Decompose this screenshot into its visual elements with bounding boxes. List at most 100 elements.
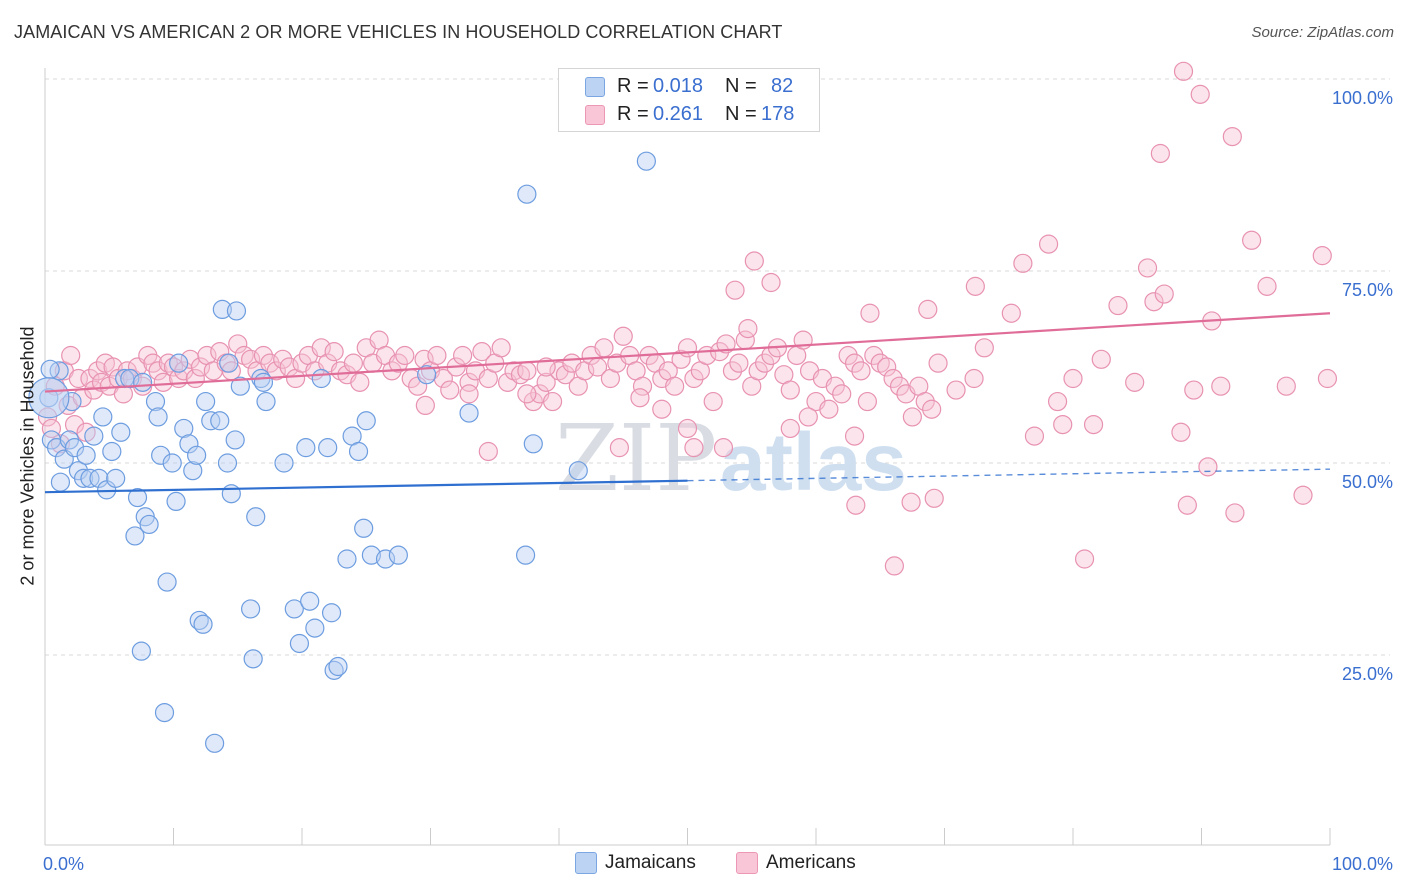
jamaican-point [243,649,263,669]
american-point [652,399,672,419]
jamaican-point [40,359,60,379]
american-point [1222,127,1242,147]
american-point [1293,485,1313,505]
legend-item-jamaicans[interactable]: Jamaicans [575,852,696,874]
jamaican-point [84,426,104,446]
jamaican-point [205,733,225,753]
jamaican-point [246,507,266,527]
jamaican-point [89,468,109,488]
american-point [153,372,173,392]
x-tick-label-right: 100.0% [1332,854,1393,874]
american-point [825,376,845,396]
american-point [684,438,704,458]
jamaican-point-large [28,377,70,419]
american-point [630,388,650,408]
american-point [665,376,685,396]
american-point [1108,295,1128,316]
american-point [877,357,897,377]
jamaican-point [356,411,376,431]
american-point [41,418,62,439]
jamaican-point [417,365,437,385]
american-point [1150,143,1170,164]
jamaican-point [568,461,588,481]
american-point [857,391,878,412]
american-point [613,326,633,346]
jamaican-point [361,545,381,565]
american-point [594,338,614,358]
jamaican-point [73,468,94,488]
jamaican-point [348,441,369,462]
american-point [846,495,866,515]
jamaican-point [120,368,140,389]
jamaican-point [354,518,374,538]
american-point [838,345,858,366]
jamaican-point [284,599,304,619]
jamaican-point [106,468,126,488]
american-point [80,368,100,389]
american-point [1091,349,1111,369]
american-point [427,345,447,366]
jamaican-point [375,549,396,569]
american-point [684,368,704,389]
jamaican-point [174,418,194,439]
american-point [1013,253,1033,273]
jamaican-point [131,641,151,661]
american-point [703,391,723,412]
american-point [738,319,758,339]
r-value: 0.018 [653,75,704,97]
american-point [1211,376,1231,396]
pink-swatch [585,105,605,125]
jamaican-point [162,453,182,473]
jamaican-point [230,376,250,396]
american-point [677,418,698,439]
jamaican-point [76,445,96,465]
american-point [754,353,775,373]
jamaican-point [241,599,261,619]
american-point [1125,372,1145,392]
american-point [1053,415,1073,435]
american-point [517,361,537,381]
american-point [902,407,922,427]
jamaican-point [321,603,342,623]
american-point [190,357,211,377]
r-label: R = [617,75,649,97]
jamaican-point [388,545,408,565]
american-point [1083,415,1104,435]
american-point [761,272,781,293]
watermark-atlas: atlas [720,417,907,508]
american-point [478,441,498,462]
jamaican-point [318,438,338,458]
american-point [864,345,884,366]
y-tick-label: 100.0% [1332,88,1393,108]
blue-swatch [575,852,597,874]
american-point [241,349,261,369]
tick-labels: 100.0% 75.0% 50.0% 25.0% 0.0% 100.0% [43,88,1393,874]
jamaican-point [296,438,316,458]
jamaican-point [133,372,153,392]
n-value: 82 [771,75,794,97]
american-point [343,353,363,373]
american-point [1190,84,1210,104]
legend-label: Jamaicans [605,852,696,874]
american-point [915,391,935,412]
american-point [273,349,293,369]
grid-lines [45,78,1390,656]
jamaican-trend-projection [687,468,1331,482]
american-point [722,361,743,381]
american-point [716,334,736,354]
legend-item-americans[interactable]: Americans [736,852,856,874]
american-point [103,357,123,377]
american-point [1063,368,1083,389]
jamaican-point [523,434,543,454]
american-point [491,338,511,358]
american-point [88,361,108,381]
american-point [388,353,408,373]
jamaican-point [196,391,216,412]
american-point [523,391,543,412]
american-point [819,399,839,419]
jamaican-point [127,487,148,508]
american-point [536,372,556,392]
jamaican-point [111,422,131,442]
jamaican-point [210,411,230,431]
